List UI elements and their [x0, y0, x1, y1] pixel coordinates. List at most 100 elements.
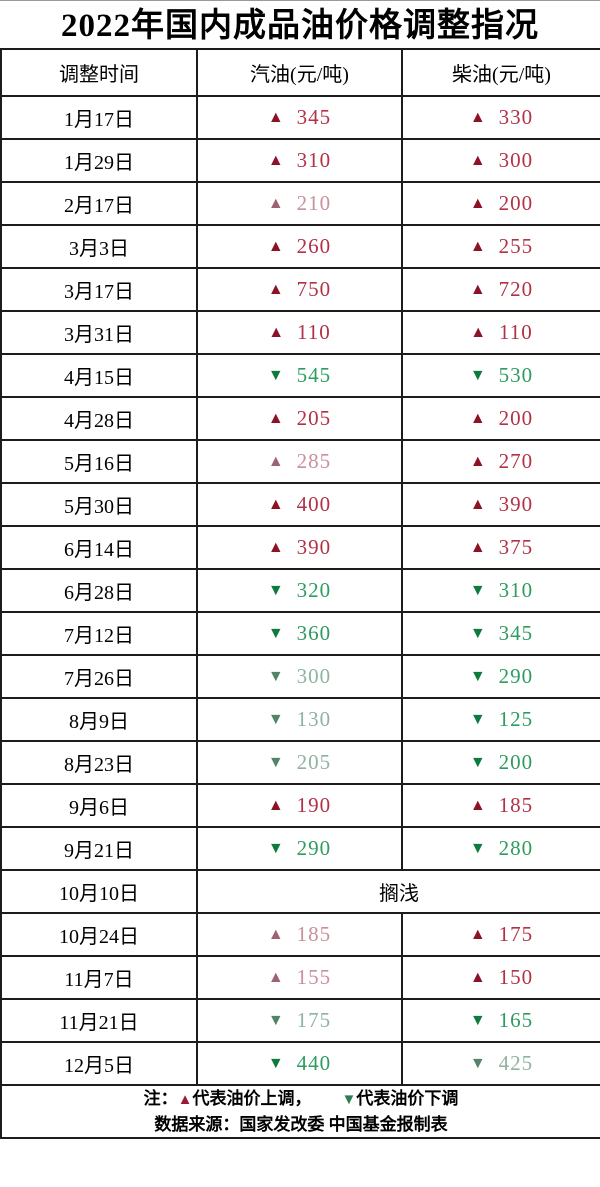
up-arrow-icon: ▲	[469, 194, 486, 212]
date-cell: 9月21日	[0, 826, 198, 871]
down-arrow-icon: ▼	[469, 667, 486, 685]
price-change-value: 150	[498, 965, 534, 990]
up-arrow-icon: ▲	[469, 108, 486, 126]
price-change-value: 165	[498, 1008, 534, 1033]
price-change-value: 720	[498, 277, 534, 302]
diesel-cell: ▼ 165	[401, 998, 600, 1043]
up-arrow-icon: ▲	[469, 151, 486, 169]
diesel-cell: ▼ 425	[401, 1041, 600, 1086]
down-arrow-icon: ▼	[267, 1054, 284, 1072]
legend-line: 注：▲代表油价上调， ▼代表油价下调	[2, 1086, 600, 1112]
up-arrow-icon: ▲	[267, 151, 284, 169]
up-arrow-icon: ▲	[469, 796, 486, 814]
gasoline-cell: ▼ 545	[196, 353, 403, 398]
down-arrow-icon: ▼	[469, 1011, 486, 1029]
price-change-value: 175	[296, 1008, 332, 1033]
gasoline-cell: ▼ 290	[196, 826, 403, 871]
down-arrow-icon: ▼	[469, 839, 486, 857]
gasoline-cell: ▲ 205	[196, 396, 403, 441]
date-cell: 4月15日	[0, 353, 198, 398]
up-arrow-icon: ▲	[469, 538, 486, 556]
price-change-value: 285	[296, 449, 332, 474]
diesel-cell: ▲ 150	[401, 955, 600, 1000]
table-row: 8月23日 ▼ 205 ▼ 200	[0, 740, 600, 785]
price-change-value: 200	[498, 750, 534, 775]
price-change-value: 375	[498, 535, 534, 560]
gasoline-cell: ▲ 260	[196, 224, 403, 269]
up-arrow-icon: ▲	[469, 925, 486, 943]
price-change-value: 185	[498, 793, 534, 818]
price-change-value: 330	[498, 105, 534, 130]
date-cell: 10月24日	[0, 912, 198, 957]
up-arrow-icon: ▲	[469, 968, 486, 986]
table-row: 4月15日 ▼ 545 ▼ 530	[0, 353, 600, 398]
diesel-cell: ▲ 200	[401, 181, 600, 226]
down-arrow-icon: ▼	[469, 581, 486, 599]
table-row: 10月24日 ▲ 185 ▲ 175	[0, 912, 600, 957]
gasoline-cell: ▲ 390	[196, 525, 403, 570]
table-row: 7月12日 ▼ 360 ▼ 345	[0, 611, 600, 656]
date-cell: 11月7日	[0, 955, 198, 1000]
date-cell: 1月17日	[0, 95, 198, 140]
price-change-value: 270	[498, 449, 534, 474]
table-row: 6月28日 ▼ 320 ▼ 310	[0, 568, 600, 613]
up-arrow-icon: ▲	[469, 409, 486, 427]
price-change-value: 175	[498, 922, 534, 947]
price-change-value: 545	[296, 363, 332, 388]
price-change-value: 440	[296, 1051, 332, 1076]
up-arrow-icon: ▲	[267, 538, 284, 556]
up-arrow-icon: ▲	[267, 280, 284, 298]
diesel-cell: ▼ 125	[401, 697, 600, 742]
up-arrow-icon: ▲	[267, 108, 284, 126]
diesel-cell: ▲ 720	[401, 267, 600, 312]
up-arrow-icon: ▲	[469, 495, 486, 513]
date-cell: 12月5日	[0, 1041, 198, 1086]
footer-row: 注：▲代表油价上调， ▼代表油价下调 数据来源：国家发改委 中国基金报制表	[0, 1084, 600, 1139]
price-change-value: 320	[296, 578, 332, 603]
footer-notes: 注：▲代表油价上调， ▼代表油价下调 数据来源：国家发改委 中国基金报制表	[0, 1084, 600, 1139]
down-arrow-icon: ▼	[469, 624, 486, 642]
up-arrow-icon: ▲	[470, 323, 487, 341]
diesel-cell: ▲ 110	[401, 310, 600, 355]
date-cell: 7月12日	[0, 611, 198, 656]
up-arrow-icon: ▲	[267, 409, 284, 427]
price-change-value: 290	[296, 836, 332, 861]
gasoline-cell: ▼ 175	[196, 998, 403, 1043]
price-change-value: 300	[296, 664, 332, 689]
date-cell: 4月28日	[0, 396, 198, 441]
diesel-cell: ▼ 280	[401, 826, 600, 871]
table-row: 1月17日 ▲ 345 ▲ 330	[0, 95, 600, 140]
diesel-cell: ▲ 270	[401, 439, 600, 484]
date-cell: 3月17日	[0, 267, 198, 312]
price-change-value: 310	[296, 148, 332, 173]
up-arrow-icon: ▲	[469, 280, 486, 298]
down-arrow-icon: ▼	[469, 1054, 486, 1072]
table-row: 9月21日 ▼ 290 ▼ 280	[0, 826, 600, 871]
diesel-cell: ▼ 310	[401, 568, 600, 613]
down-arrow-icon: ▼	[469, 753, 486, 771]
date-cell: 7月26日	[0, 654, 198, 699]
price-change-value: 310	[498, 578, 534, 603]
diesel-cell: ▲ 200	[401, 396, 600, 441]
price-change-value: 260	[296, 234, 332, 259]
price-change-value: 155	[296, 965, 332, 990]
up-arrow-icon: ▲	[177, 1092, 193, 1108]
diesel-cell: ▲ 175	[401, 912, 600, 957]
legend-up-text: 代表油价上调，	[192, 1089, 312, 1108]
up-arrow-icon: ▲	[267, 194, 284, 212]
table-row: 11月21日 ▼ 175 ▼ 165	[0, 998, 600, 1043]
price-change-value: 205	[296, 750, 332, 775]
legend-down-text: 代表油价下调	[356, 1089, 459, 1108]
price-change-value: 280	[498, 836, 534, 861]
gasoline-cell: ▲ 400	[196, 482, 403, 527]
date-cell: 5月16日	[0, 439, 198, 484]
date-cell: 8月23日	[0, 740, 198, 785]
table-row: 6月14日 ▲ 390 ▲ 375	[0, 525, 600, 570]
price-change-value: 360	[296, 621, 332, 646]
table-row: 3月17日 ▲ 750 ▲ 720	[0, 267, 600, 312]
down-arrow-icon: ▼	[267, 839, 284, 857]
table-header: 调整时间 汽油(元/吨) 柴油(元/吨)	[0, 48, 600, 97]
table-footer: 注：▲代表油价上调， ▼代表油价下调 数据来源：国家发改委 中国基金报制表	[0, 1084, 600, 1139]
table-body: 1月17日 ▲ 345 ▲ 330 1月29日 ▲ 310 ▲ 300 2月17日 ▲ 210 ▲ 200 3…	[0, 95, 600, 1086]
